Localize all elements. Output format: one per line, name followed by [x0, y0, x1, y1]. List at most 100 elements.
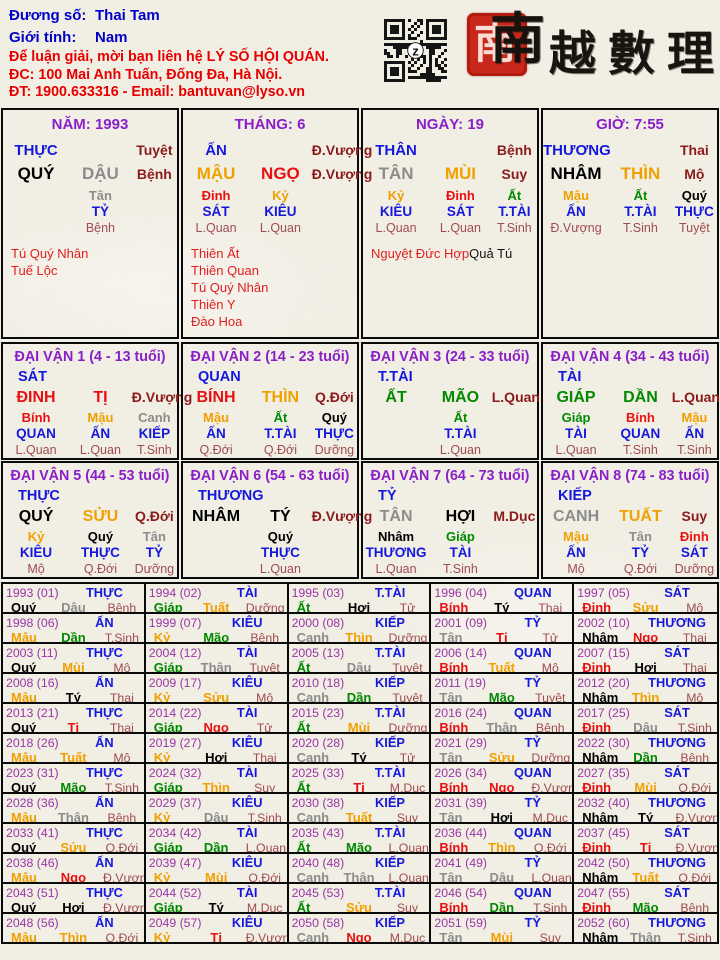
year-stage: Đ.Vượng [102, 871, 144, 884]
pillar-month-stage: Đ.Vượng [311, 142, 373, 158]
pillar-month-stage: Tuyệt [136, 142, 173, 158]
year-cell: 2052 (60) THƯƠNG Nhâm Thân T.Sinh [574, 914, 717, 942]
dai-van-stem: BÍNH [196, 389, 236, 406]
pillar-branch: NGỌ [261, 164, 300, 183]
year-stage: Mộ [113, 661, 131, 674]
hidden-stem: Nhâm [377, 529, 415, 544]
year-god: TÀI [236, 705, 258, 720]
year-line-1: 2011 (19) TỶ [434, 675, 569, 690]
dv-hidden-stems: Kỷ KIÊU Mộ Quý THỰC Q.Đới Tân TỶ Dưỡng [3, 529, 177, 577]
year-stage: Tử [399, 601, 416, 614]
year-stage: L.Quan [388, 871, 429, 884]
year-label: 2004 (12) [148, 646, 202, 660]
year-stem: Ất [296, 600, 311, 614]
dai-van-title: ĐẠI VẬN 2 (14 - 23 tuổi) [190, 349, 350, 365]
year-branch: Thìn [631, 690, 660, 704]
hidden-stem-god: ẤN [566, 545, 586, 560]
pillar-stars: Nguyệt Đức HợpQuả Tú [371, 245, 537, 262]
star-name: Tuế Lộc [11, 263, 58, 278]
year-label: 2041 (49) [434, 856, 488, 870]
year-stem: Mậu [11, 810, 37, 824]
gender-value: Nam [95, 29, 128, 46]
red-seal-stamp: 南 [467, 13, 527, 76]
year-stem: Quý [11, 780, 37, 794]
year-god: TỶ [524, 675, 541, 690]
dai-van-box: ĐẠI VẬN 4 (34 - 43 tuổi) TÀI GIÁP DẦN L.Quan… [541, 342, 720, 460]
year-line-2: Nhâm Ngọ Thai [577, 630, 714, 642]
year-branch: Ngọ [203, 720, 229, 734]
year-stem: Tân [439, 870, 463, 884]
year-line-2: Bính Thìn Q.Đới [434, 840, 569, 854]
dai-van-title: ĐẠI VẬN 1 (4 - 13 tuổi) [14, 349, 166, 365]
year-cell: 2024 (32) TÀI Giáp Thìn Suy [145, 764, 289, 794]
year-stem: Kỷ [153, 630, 171, 644]
dai-van-stem-branch-row: CANH TUẤT Suy [543, 508, 717, 526]
year-branch: Ngọ [60, 870, 87, 884]
dai-van-stem-branch-row: GIÁP DẦN L.Quan [543, 389, 719, 407]
year-line-1: 2046 (54) QUAN [434, 885, 569, 900]
pillar-box: THÁNG: 6 ẤN Đ.Vượng MẬU NGỌ Đ.Vượng Đinh SÁT L.Q… [181, 108, 372, 339]
pillar-branch: MÙI [444, 164, 476, 183]
hidden-stem-column: Bính QUAN T.Sinh [609, 410, 672, 458]
dai-van-stem-branch-row: ĐINH TỊ Đ.Vượng [3, 389, 193, 407]
hidden-stem: Mậu [563, 529, 590, 544]
hidden-stem-column: Mậu ẤN Q.Đới [183, 410, 249, 458]
year-label: 2049 (57) [148, 916, 202, 930]
pillar-hidden-stems: Tân TỶ Bệnh [3, 188, 177, 236]
year-line-1: 1999 (07) KIÊU [149, 615, 284, 630]
pillar-stem-branch-row: NHÂM THÌN Mộ [543, 164, 717, 184]
year-stage: Tử [256, 721, 273, 734]
year-stage: Đ.Vượng [531, 781, 572, 794]
hidden-stem-column: Tân TỶ Dưỡng [132, 529, 177, 577]
year-label: 2020 (28) [291, 736, 345, 750]
year-cell: 1994 (02) TÀI Giáp Tuất Dưỡng [145, 584, 289, 614]
year-line-2: Ất Sửu Suy [292, 900, 427, 912]
year-cell: 2003 (11) THỰC Quý Mùi Mộ [3, 644, 146, 674]
dai-van-box: ĐẠI VẬN 5 (44 - 53 tuổi) THỰC QUÝ SỬU Q.Đới K… [1, 461, 179, 579]
year-label: 2027 (35) [577, 766, 630, 780]
dv-hidden-stems: Bính QUAN L.Quan Mậu ẤN L.Quan Canh KIẾP T.Sinh [3, 410, 177, 458]
year-stem: Tân [439, 810, 463, 824]
pillar-stem: NHÂM [550, 164, 602, 183]
pillar-god-row: THƯƠNG Thai [543, 142, 717, 159]
year-stem: Kỷ [153, 930, 171, 942]
year-branch: Mão [488, 690, 515, 704]
year-god: KIÊU [231, 795, 263, 810]
year-cell: 2045 (53) T.TÀI Ất Sửu Suy [288, 884, 432, 914]
year-line-1: 2043 (51) THỰC [6, 885, 141, 900]
year-stage: Q.Đới [533, 841, 567, 854]
dai-van-god: KIẾP [558, 488, 592, 504]
year-label: 1999 (07) [148, 616, 202, 630]
year-stem: Tân [439, 750, 463, 764]
year-god: QUAN [513, 765, 552, 780]
year-branch: Ngọ [346, 930, 372, 942]
year-god: KIẾP [375, 615, 405, 630]
four-pillars-section: NĂM: 1993 THỰC Tuyệt QUÝ DẬU Bệnh Tân TỶ Bệnh Tú … [1, 108, 719, 339]
year-stage: Đ.Vượng [245, 931, 287, 942]
year-cell: 2043 (51) THỰC Quý Hợi Đ.Vượng [3, 884, 146, 914]
year-line-2: Đinh Mùi Q.Đới [577, 780, 714, 792]
dai-van-god: THƯƠNG [198, 488, 264, 504]
year-god: KIÊU [231, 675, 263, 690]
year-line-2: Bính Thân Bệnh [434, 720, 569, 732]
brand-logo: 南 南 越數理 [463, 2, 719, 102]
star-name: Thiên Y [191, 297, 236, 312]
year-cell: 1997 (05) SÁT Đinh Sửu Mộ [574, 584, 717, 614]
year-cell: 2007 (15) SÁT Đinh Hợi Thai [574, 644, 717, 674]
year-god: KIÊU [231, 615, 263, 630]
hidden-stem-god: THỰC [260, 545, 300, 560]
year-stem: Quý [11, 900, 37, 914]
year-stage: Thai [109, 721, 134, 734]
year-branch: Tuất [488, 660, 516, 674]
year-line-1: 2003 (11) THỰC [6, 645, 141, 660]
year-god: KIẾP [375, 855, 405, 870]
pillar-stem-branch-row: TÂN MÙI Suy [363, 164, 537, 184]
hidden-stem-column: Đinh SÁT Dưỡng [672, 529, 717, 577]
year-branch: Sửu [632, 600, 659, 614]
year-branch: Thìn [59, 930, 88, 942]
year-god: KIẾP [375, 795, 405, 810]
year-line-1: 2037 (45) SÁT [577, 825, 714, 840]
year-line-1: 2010 (18) KIẾP [292, 675, 427, 690]
year-label: 2040 (48) [291, 856, 345, 870]
year-branch: Dần [346, 690, 372, 704]
